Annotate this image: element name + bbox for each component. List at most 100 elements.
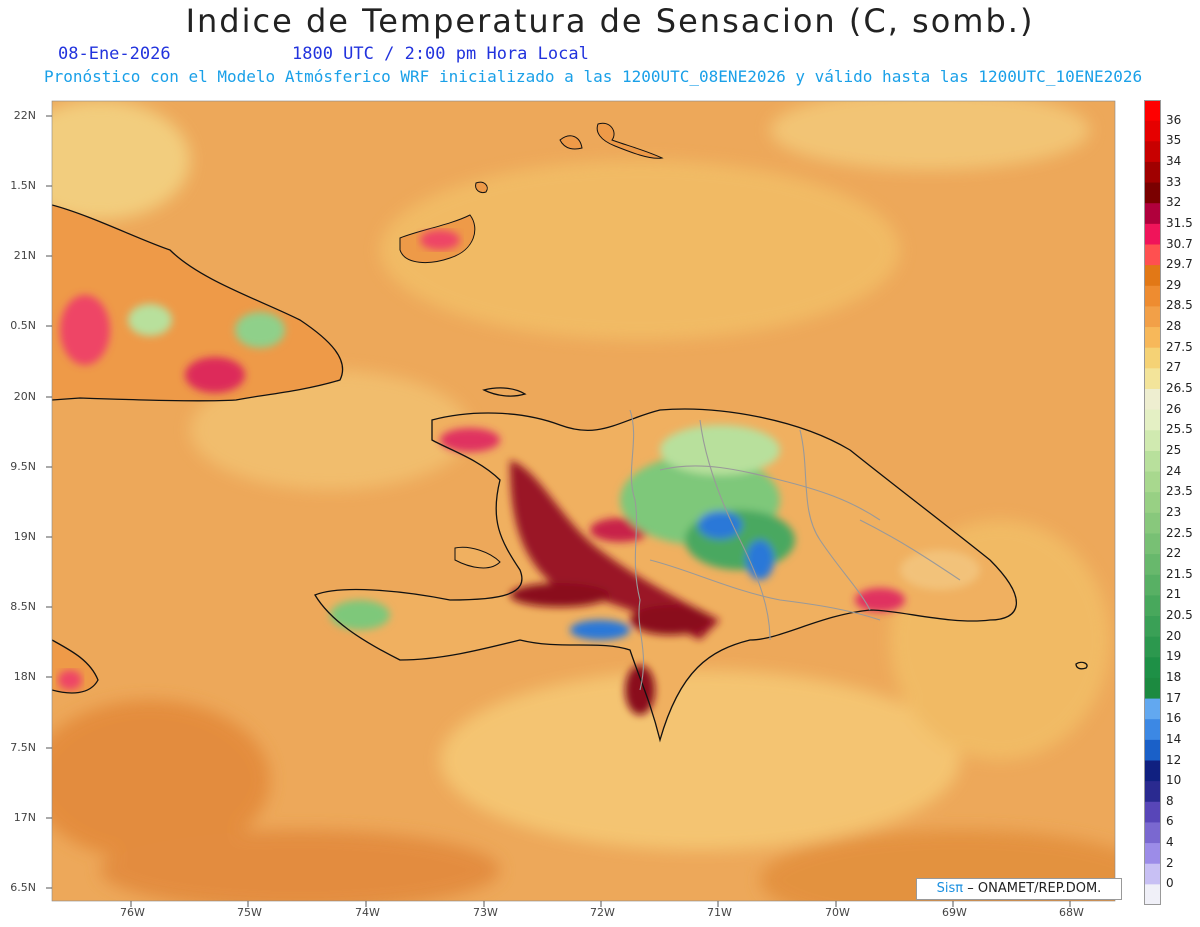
lat-tick-label: 17N <box>13 811 36 824</box>
colorbar-swatch <box>1144 884 1161 905</box>
colorbar-label: 29 <box>1166 277 1182 292</box>
colorbar-label: 18 <box>1166 669 1182 684</box>
colorbar-swatch <box>1144 822 1161 844</box>
land-great-inagua <box>399 214 476 263</box>
credit-text: – ONAMET/REP.DOM. <box>967 881 1102 896</box>
lon-tick-label: 76W <box>120 906 145 919</box>
colorbar-swatch <box>1144 388 1161 411</box>
province-boundaries <box>629 409 961 691</box>
colorbar-label: 33 <box>1166 174 1182 189</box>
colorbar-label: 21.5 <box>1166 566 1193 581</box>
colorbar-swatch <box>1144 492 1161 514</box>
colorbar-label: 25 <box>1166 442 1182 457</box>
colorbar-label: 26 <box>1166 401 1182 416</box>
colorbar-label: 0 <box>1166 876 1174 891</box>
colorbar-swatch <box>1144 430 1161 452</box>
colorbar-swatch <box>1144 161 1161 184</box>
colorbar-label: 32 <box>1166 195 1182 210</box>
colorbar-label: 31.5 <box>1166 215 1193 230</box>
colorbar-swatch <box>1144 863 1161 885</box>
colorbar <box>1144 100 1161 905</box>
colorbar-swatch <box>1144 616 1161 638</box>
colorbar-label: 4 <box>1166 835 1174 850</box>
colorbar-swatch <box>1144 285 1161 307</box>
colorbar-swatch <box>1144 347 1161 369</box>
colorbar-label: 12 <box>1166 752 1182 767</box>
sispi-logo: Sisπ <box>936 881 964 896</box>
forecast-time: 1800 UTC / 2:00 pm Hora Local <box>292 44 589 64</box>
lat-tick-label: 19N <box>13 530 36 543</box>
colorbar-label: 21 <box>1166 587 1182 602</box>
land-gonave <box>454 546 501 569</box>
colorbar-label: 2 <box>1166 855 1174 870</box>
colorbar-swatch <box>1144 574 1161 596</box>
forecast-date: 08-Ene-2026 <box>58 44 171 64</box>
lat-tick-label: 7.5N <box>10 741 36 754</box>
colorbar-swatch <box>1144 368 1161 390</box>
colorbar-label: 34 <box>1166 153 1182 168</box>
colorbar-swatch <box>1144 781 1161 803</box>
colorbar-swatch <box>1144 244 1161 266</box>
colorbar-swatch <box>1144 203 1161 225</box>
colorbar-label: 27 <box>1166 360 1182 375</box>
colorbar-swatch <box>1144 554 1161 576</box>
land-turks-caicos <box>475 122 664 193</box>
lat-tick-label: 0.5N <box>10 319 36 332</box>
colorbar-label: 16 <box>1166 711 1182 726</box>
colorbar-swatch <box>1144 141 1161 163</box>
coastlines <box>52 204 1088 743</box>
lat-tick-label: 18N <box>13 670 36 683</box>
chart-title: Indice de Temperatura de Sensacion (C, s… <box>185 2 1035 40</box>
colorbar-swatch <box>1144 801 1161 823</box>
colorbar-label: 20 <box>1166 628 1182 643</box>
colorbar-label: 28.5 <box>1166 298 1193 313</box>
colorbar-swatch <box>1144 760 1161 782</box>
colorbar-label: 14 <box>1166 731 1182 746</box>
lon-tick-label: 75W <box>237 906 262 919</box>
lat-tick-label: 9.5N <box>10 460 36 473</box>
lon-tick-label: 73W <box>473 906 498 919</box>
colorbar-swatch <box>1144 512 1161 534</box>
colorbar-swatch <box>1144 409 1161 431</box>
axis-ticks <box>46 115 1071 907</box>
lat-tick-label: 20N <box>13 390 36 403</box>
colorbar-swatch <box>1144 100 1161 122</box>
colorbar-swatch <box>1144 120 1161 142</box>
land-jamaica <box>52 640 98 693</box>
lon-tick-label: 69W <box>942 906 967 919</box>
colorbar-swatch <box>1144 677 1161 700</box>
colorbar-label: 22.5 <box>1166 525 1193 540</box>
lon-tick-label: 71W <box>707 906 732 919</box>
colorbar-label: 24 <box>1166 463 1182 478</box>
colorbar-swatch <box>1144 265 1161 287</box>
colorbar-label: 6 <box>1166 814 1174 829</box>
colorbar-swatch <box>1144 698 1161 720</box>
colorbar-label: 22 <box>1166 546 1182 561</box>
colorbar-swatch <box>1144 327 1161 349</box>
colorbar-label: 29.7 <box>1166 257 1193 272</box>
colorbar-label: 20.5 <box>1166 608 1193 622</box>
land-cuba <box>52 205 343 401</box>
lat-tick-label: 21N <box>13 249 36 262</box>
lat-tick-label: 6.5N <box>10 881 36 894</box>
colorbar-swatch <box>1144 471 1161 493</box>
colorbar-label: 27.5 <box>1166 339 1193 354</box>
lat-tick-label: 1.5N <box>10 179 36 192</box>
lon-tick-label: 74W <box>355 906 380 919</box>
colorbar-label: 23.5 <box>1166 484 1193 499</box>
colorbar-swatch <box>1144 719 1161 741</box>
colorbar-swatch <box>1144 533 1161 555</box>
colorbar-swatch <box>1144 595 1161 617</box>
lat-tick-label: 8.5N <box>10 600 36 613</box>
colorbar-label: 10 <box>1166 773 1182 788</box>
colorbar-label: 19 <box>1166 649 1182 664</box>
colorbar-label: 36 <box>1166 112 1182 127</box>
colorbar-swatch <box>1144 223 1161 245</box>
colorbar-label: 28 <box>1166 319 1182 334</box>
colorbar-swatch <box>1144 843 1161 865</box>
colorbar-label: 35 <box>1166 133 1182 148</box>
colorbar-label: 25.5 <box>1166 422 1193 437</box>
colorbar-label: 17 <box>1166 690 1182 705</box>
colorbar-swatch <box>1144 636 1161 658</box>
